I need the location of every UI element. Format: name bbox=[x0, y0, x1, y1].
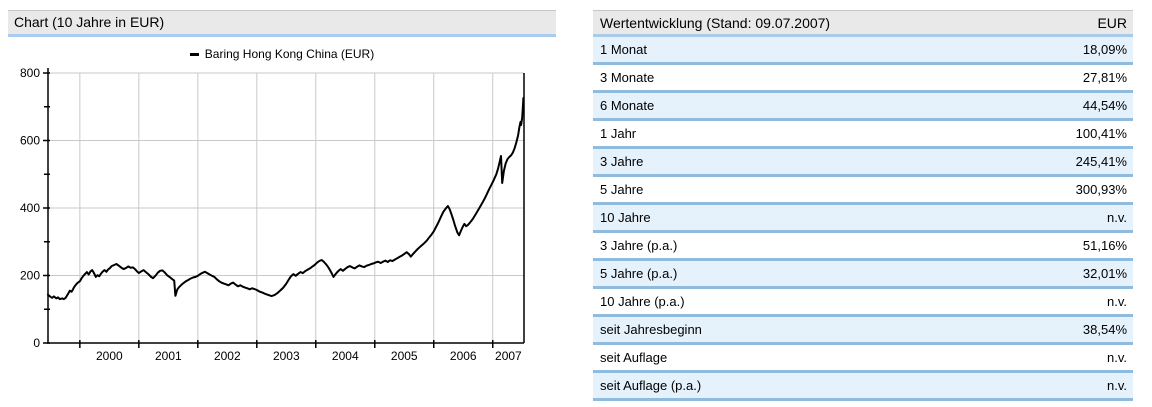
table-row: 3 Jahre 245,41% bbox=[593, 147, 1133, 177]
period-label: seit Jahresbeginn bbox=[593, 315, 1037, 345]
period-label: 3 Jahre (p.a.) bbox=[593, 231, 1037, 261]
table-row: 1 Jahr 100,41% bbox=[593, 119, 1133, 149]
y-axis-tick-label: 400 bbox=[20, 201, 40, 215]
performance-value: n.v. bbox=[1037, 343, 1133, 373]
performance-value: n.v. bbox=[1037, 371, 1133, 401]
performance-value: 100,41% bbox=[1037, 119, 1133, 149]
chart-panel-title: Chart (10 Jahre in EUR) bbox=[8, 10, 556, 37]
table-row: 3 Jahre (p.a.) 51,16% bbox=[593, 231, 1133, 261]
period-label: 5 Jahre bbox=[593, 175, 1037, 205]
currency-column-header: EUR bbox=[1037, 10, 1133, 37]
chart-legend: Baring Hong Kong China (EUR) bbox=[8, 46, 556, 62]
table-row: 3 Monate 27,81% bbox=[593, 63, 1133, 93]
performance-value: 245,41% bbox=[1037, 147, 1133, 177]
x-axis-tick-label: 2004 bbox=[332, 349, 359, 363]
period-label: 6 Monate bbox=[593, 91, 1037, 121]
legend-line-marker-icon bbox=[189, 52, 199, 56]
performance-value: 32,01% bbox=[1037, 259, 1133, 289]
table-row: seit Auflage n.v. bbox=[593, 343, 1133, 373]
y-axis-tick-label: 600 bbox=[20, 134, 40, 148]
price-line-series bbox=[47, 97, 525, 301]
table-row: 6 Monate 44,54% bbox=[593, 91, 1133, 121]
table-row: 1 Monat 18,09% bbox=[593, 35, 1133, 65]
performance-value: 300,93% bbox=[1037, 175, 1133, 205]
y-axis-tick-label: 0 bbox=[33, 336, 40, 350]
table-row: seit Jahresbeginn 38,54% bbox=[593, 315, 1133, 345]
x-axis-tick-label: 2007 bbox=[495, 349, 522, 363]
x-axis-tick-label: 2003 bbox=[273, 349, 300, 363]
price-chart-svg: 0 200 400 600 800 2000 2001 2002 2003 2004 2005 200… bbox=[20, 66, 525, 363]
table-row: 5 Jahre 300,93% bbox=[593, 175, 1133, 205]
table-row: 10 Jahre n.v. bbox=[593, 203, 1133, 233]
performance-value: 51,16% bbox=[1037, 231, 1133, 261]
table-row: 10 Jahre (p.a.) n.v. bbox=[593, 287, 1133, 317]
period-label: 3 Jahre bbox=[593, 147, 1037, 177]
y-axis-tick-label: 800 bbox=[20, 66, 40, 80]
performance-value: 38,54% bbox=[1037, 315, 1133, 345]
period-label: seit Auflage bbox=[593, 343, 1037, 373]
performance-value: 44,54% bbox=[1037, 91, 1133, 121]
chart-panel: Chart (10 Jahre in EUR) Baring Hong Kong… bbox=[8, 10, 556, 390]
x-axis-tick-label: 2001 bbox=[155, 349, 182, 363]
x-axis-tick-label: 2006 bbox=[450, 349, 477, 363]
x-axis-tick-label: 2002 bbox=[214, 349, 241, 363]
legend-series-label: Baring Hong Kong China (EUR) bbox=[204, 47, 375, 61]
performance-value: 18,09% bbox=[1037, 35, 1133, 65]
period-label: 1 Jahr bbox=[593, 119, 1037, 149]
performance-table: Wertentwicklung (Stand: 09.07.2007) EUR … bbox=[593, 10, 1133, 401]
x-axis-tick-label: 2005 bbox=[391, 349, 418, 363]
period-label: 5 Jahre (p.a.) bbox=[593, 259, 1037, 289]
y-axis-tick-label: 200 bbox=[20, 269, 40, 283]
performance-value: n.v. bbox=[1037, 203, 1133, 233]
performance-value: 27,81% bbox=[1037, 63, 1133, 93]
performance-table-header-row: Wertentwicklung (Stand: 09.07.2007) EUR bbox=[593, 10, 1133, 37]
performance-table-body: 1 Monat 18,09% 3 Monate 27,81% 6 Monate 44,54… bbox=[593, 35, 1133, 401]
table-row: seit Auflage (p.a.) n.v. bbox=[593, 371, 1133, 401]
x-axis-tick-label: 2000 bbox=[96, 349, 123, 363]
period-label: 10 Jahre (p.a.) bbox=[593, 287, 1037, 317]
period-label: 1 Monat bbox=[593, 35, 1037, 65]
period-label: 10 Jahre bbox=[593, 203, 1037, 233]
table-row: 5 Jahre (p.a.) 32,01% bbox=[593, 259, 1133, 289]
table-title: Wertentwicklung (Stand: 09.07.2007) bbox=[593, 10, 1037, 37]
performance-value: n.v. bbox=[1037, 287, 1133, 317]
period-label: 3 Monate bbox=[593, 63, 1037, 93]
period-label: seit Auflage (p.a.) bbox=[593, 371, 1037, 401]
